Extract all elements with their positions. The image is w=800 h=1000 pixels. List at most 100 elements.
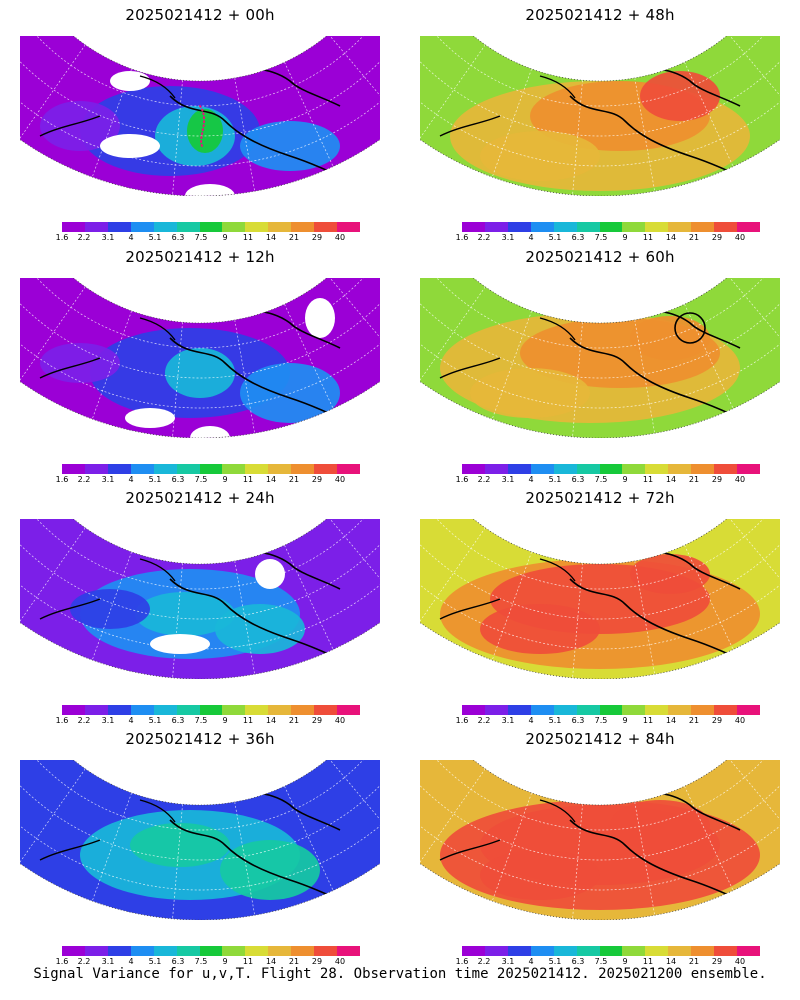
- colorbar-segment: [576, 222, 600, 232]
- panel-title: 2025021412 + 00h: [125, 6, 275, 24]
- colorbar-segment: [507, 222, 531, 232]
- signal-variance-map: [20, 519, 380, 679]
- colorbar-segment: [737, 705, 760, 715]
- colorbar-tick-label: 2.2: [477, 475, 491, 484]
- colorbar-tick-label: 11: [642, 475, 654, 484]
- field-contour: [610, 800, 710, 850]
- colorbar-tick-label: 7.5: [594, 475, 608, 484]
- colorbar-segment: [645, 464, 669, 474]
- colorbar-segment: [199, 222, 223, 232]
- graticule-latitude: [20, 286, 380, 379]
- colorbar-tick-label: 5.1: [548, 716, 562, 725]
- graticule-longitude: [491, 310, 532, 420]
- graticule-longitude: [420, 286, 486, 382]
- panel-6: 2025021412 + 36h 1.6 2.2 3.1 4 5.1 6.3 7.5 9 11 14…: [0, 724, 400, 969]
- colorbar-segment: [337, 464, 360, 474]
- colorbar-tick-label: 29: [711, 957, 723, 966]
- field-contour: [630, 316, 710, 360]
- colorbar-segment: [337, 705, 360, 715]
- colorbar-tick-label: 2.2: [77, 233, 91, 242]
- graticule-latitude: [420, 63, 780, 167]
- colorbar-tick-label: 4: [528, 957, 534, 966]
- map-canvas: [20, 519, 380, 679]
- colorbar-segment: [107, 946, 131, 956]
- colorbar-segment: [337, 946, 360, 956]
- colorbar-tick-label: 3.1: [101, 957, 115, 966]
- graticule-longitude: [420, 768, 486, 864]
- colorbar-segment: [691, 946, 715, 956]
- colorbar-segment: [622, 464, 646, 474]
- colorbar-segment: [337, 222, 360, 232]
- colorbar-segment: [668, 946, 692, 956]
- colorbar-tick-label: 6.3: [171, 716, 185, 725]
- graticule-longitude: [684, 62, 734, 167]
- colorbar-segment: [714, 946, 738, 956]
- graticule-longitude: [572, 563, 583, 678]
- panel-5: 2025021412 + 72h 1.6 2.2 3.1 4 5.1 6.3 7.5 9 11 14…: [400, 483, 800, 728]
- colorbar-tick-label: 9: [222, 716, 228, 725]
- map-canvas: [420, 760, 780, 920]
- colorbar: [462, 464, 760, 474]
- colorbar-tick-label: 40: [334, 716, 346, 725]
- colorbar-tick-label: 7.5: [194, 957, 208, 966]
- panel-title: 2025021412 + 24h: [125, 489, 275, 507]
- map-canvas: [20, 278, 380, 438]
- colorbar-tick-label: 21: [688, 233, 700, 242]
- graticule-longitude: [684, 545, 734, 650]
- colorbar-tick-label: 5.1: [148, 957, 162, 966]
- colorbar-segment: [645, 946, 669, 956]
- panel-title: 2025021412 + 72h: [525, 489, 675, 507]
- colorbar-segment: [84, 222, 108, 232]
- colorbar-tick-label: 1.6: [455, 475, 469, 484]
- colorbar-tick-label: 4: [528, 233, 534, 242]
- colorbar-segment: [507, 705, 531, 715]
- highlight-circle: [674, 312, 706, 344]
- colorbar-tick-label: 21: [688, 716, 700, 725]
- below-scale-region: [150, 634, 210, 654]
- colorbar-tick-label: 5.1: [148, 475, 162, 484]
- colorbar-segment: [107, 705, 131, 715]
- colorbar-segment: [62, 222, 85, 232]
- colorbar-tick-label: 14: [665, 233, 677, 242]
- signal-variance-map: [20, 36, 380, 196]
- field-contour: [470, 368, 590, 418]
- graticule-longitude: [234, 560, 256, 675]
- colorbar-tick-label: 9: [222, 957, 228, 966]
- signal-variance-map: [420, 36, 780, 196]
- colorbar-labels: 1.6 2.2 3.1 4 5.1 6.3 7.5 9 11 14 21 29 40: [56, 233, 360, 245]
- graticule-longitude: [234, 801, 256, 916]
- graticule-latitude: [20, 546, 380, 650]
- graticule-latitude: [20, 768, 380, 861]
- colorbar-tick-label: 40: [334, 957, 346, 966]
- colorbar-segment: [737, 222, 760, 232]
- graticule-longitude: [684, 304, 734, 409]
- colorbar-segment: [268, 946, 292, 956]
- field-contour: [630, 554, 710, 594]
- graticule-latitude: [420, 768, 780, 861]
- colorbar-segment: [130, 946, 154, 956]
- colorbar-tick-label: 40: [334, 233, 346, 242]
- colorbar-tick-label: 1.6: [55, 233, 69, 242]
- colorbar-tick-label: 11: [242, 233, 254, 242]
- signal-variance-map: [420, 519, 780, 679]
- colorbar-segment: [484, 222, 508, 232]
- colorbar-tick-label: 14: [265, 475, 277, 484]
- coastline: [39, 317, 176, 379]
- graticule-longitude: [284, 62, 334, 167]
- colorbar-segment: [553, 705, 577, 715]
- colorbar-tick-label: 29: [311, 233, 323, 242]
- figure-caption: Signal Variance for u,v,T. Flight 28. Ob…: [33, 966, 767, 982]
- panel-1: 2025021412 + 48h 1.6 2.2 3.1 4 5.1 6.3 7.5 9 11 14…: [400, 0, 800, 245]
- colorbar-segment: [599, 464, 623, 474]
- graticule-latitude: [20, 44, 380, 137]
- field-contour: [70, 589, 150, 629]
- colorbar-segment: [737, 464, 760, 474]
- colorbar-segment: [553, 464, 577, 474]
- colorbar-tick-label: 2.2: [77, 475, 91, 484]
- colorbar-segment: [622, 946, 646, 956]
- colorbar-tick-label: 5.1: [148, 233, 162, 242]
- colorbar-tick-label: 1.6: [55, 716, 69, 725]
- colorbar-tick-label: 7.5: [594, 716, 608, 725]
- colorbar-tick-label: 11: [242, 957, 254, 966]
- colorbar-segment: [714, 222, 738, 232]
